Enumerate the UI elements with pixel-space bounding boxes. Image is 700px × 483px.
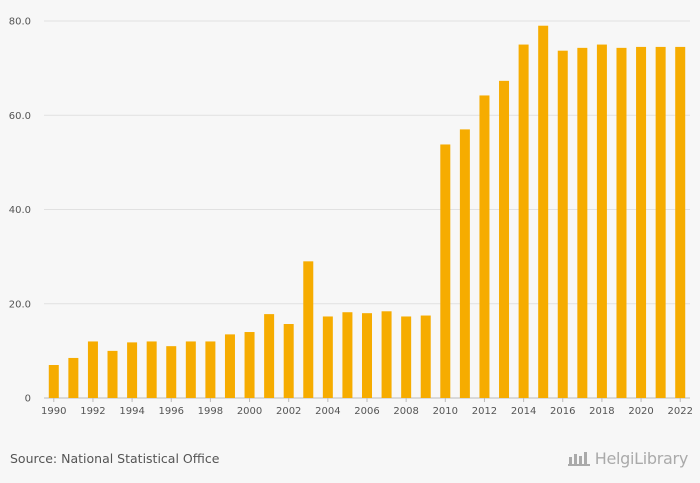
x-tick-label: 2010 <box>433 406 458 417</box>
bar-2004[interactable] <box>322 316 333 398</box>
x-tick-label: 2014 <box>511 406 536 417</box>
bar-2014[interactable] <box>518 44 529 398</box>
y-axis-ticks: 0 20.0 40.0 60.0 80.0 <box>9 17 31 405</box>
bar-2016[interactable] <box>557 50 568 398</box>
bar-1997[interactable] <box>185 341 196 398</box>
x-tick-label: 1996 <box>159 406 184 417</box>
bar-2006[interactable] <box>362 313 372 398</box>
bar-2002[interactable] <box>283 324 294 398</box>
bar-2019[interactable] <box>616 47 627 398</box>
y-tick-label: 60.0 <box>9 111 31 122</box>
x-tick-label: 1990 <box>41 406 66 417</box>
x-tick-label: 2008 <box>393 406 418 417</box>
x-axis-ticks: 1990 1992 1994 1996 1998 2000 2002 2004 2006 2008… <box>41 398 693 417</box>
brand-logo[interactable]: HelgiLibrary <box>567 448 688 468</box>
x-tick-label: 1992 <box>80 406 105 417</box>
bar-2013[interactable] <box>499 80 510 398</box>
y-tick-label: 20.0 <box>9 299 31 310</box>
bar-1993[interactable] <box>107 350 118 398</box>
x-tick-label: 2018 <box>589 406 614 417</box>
bars <box>48 25 686 399</box>
bar-1990[interactable] <box>48 365 59 398</box>
bar-2011[interactable] <box>459 129 470 398</box>
x-tick-label: 2016 <box>550 406 575 417</box>
x-tick-label: 2022 <box>667 406 692 417</box>
bar-1998[interactable] <box>205 341 216 398</box>
bar-1999[interactable] <box>224 334 235 398</box>
bar-2008[interactable] <box>401 316 412 398</box>
x-tick-label: 1994 <box>119 406 144 417</box>
bar-2001[interactable] <box>264 314 275 398</box>
bar-2000[interactable] <box>244 332 255 398</box>
bar-1991[interactable] <box>68 357 79 398</box>
x-tick-label: 2002 <box>276 406 301 417</box>
source-note: Source: National Statistical Office <box>10 451 220 466</box>
bar-1994[interactable] <box>127 342 138 398</box>
bar-2009[interactable] <box>420 315 431 398</box>
y-tick-label: 0 <box>25 394 31 405</box>
bar-chart: 0 20.0 40.0 60.0 80.0 1990 1992 1994 1996 1998 20… <box>9 17 693 418</box>
bar-2017[interactable] <box>577 47 588 398</box>
bar-2012[interactable] <box>479 95 490 399</box>
bar-1995[interactable] <box>146 341 157 398</box>
x-tick-label: 2020 <box>628 406 653 417</box>
y-tick-label: 80.0 <box>9 17 31 28</box>
bar-2010[interactable] <box>440 144 451 398</box>
y-tick-label: 40.0 <box>9 205 31 216</box>
bar-2020[interactable] <box>636 46 647 398</box>
bar-2022[interactable] <box>675 46 686 398</box>
bar-2005[interactable] <box>342 312 353 398</box>
bar-2015[interactable] <box>538 25 549 399</box>
x-tick-label: 1998 <box>198 406 223 417</box>
library-icon <box>567 452 590 466</box>
x-tick-label: 2006 <box>354 406 379 417</box>
x-tick-label: 2012 <box>472 406 497 417</box>
bar-2003[interactable] <box>303 261 314 398</box>
x-tick-label: 2000 <box>237 406 262 417</box>
bar-2021[interactable] <box>655 46 666 398</box>
bar-1996[interactable] <box>166 346 177 398</box>
bar-1992[interactable] <box>87 341 98 398</box>
x-tick-label: 2004 <box>315 406 340 417</box>
brand-name: HelgiLibrary <box>594 448 689 468</box>
bar-2007[interactable] <box>381 311 392 398</box>
bar-2018[interactable] <box>596 44 607 398</box>
